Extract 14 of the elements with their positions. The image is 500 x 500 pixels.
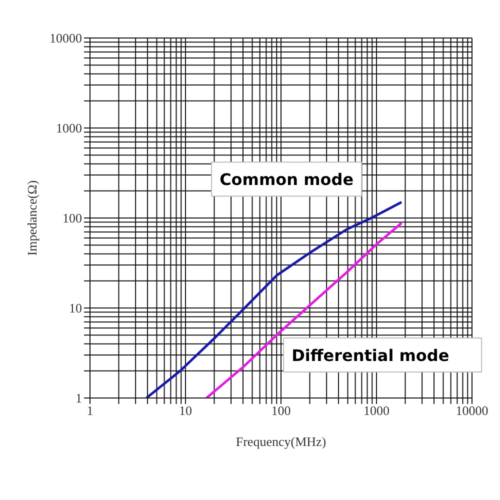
series-label: Differential mode	[292, 346, 450, 365]
x-axis-title: Frequency(MHz)	[236, 434, 326, 449]
y-tick-label: 100	[62, 210, 82, 226]
y-tick-label: 10	[69, 300, 82, 316]
y-tick-label: 1000	[56, 120, 82, 136]
y-tick-label: 1	[76, 390, 82, 406]
x-tick-label: 10	[179, 403, 192, 418]
x-tick-label: 1000	[364, 403, 390, 418]
y-tick-label: 10000	[50, 30, 82, 46]
x-tick-label: 100	[271, 403, 291, 418]
x-tick-label: 1	[86, 403, 94, 418]
y-axis-title: Impedance(Ω)	[24, 180, 40, 256]
text: Common mode	[220, 170, 354, 190]
x-tick-label: 10000	[456, 403, 488, 418]
